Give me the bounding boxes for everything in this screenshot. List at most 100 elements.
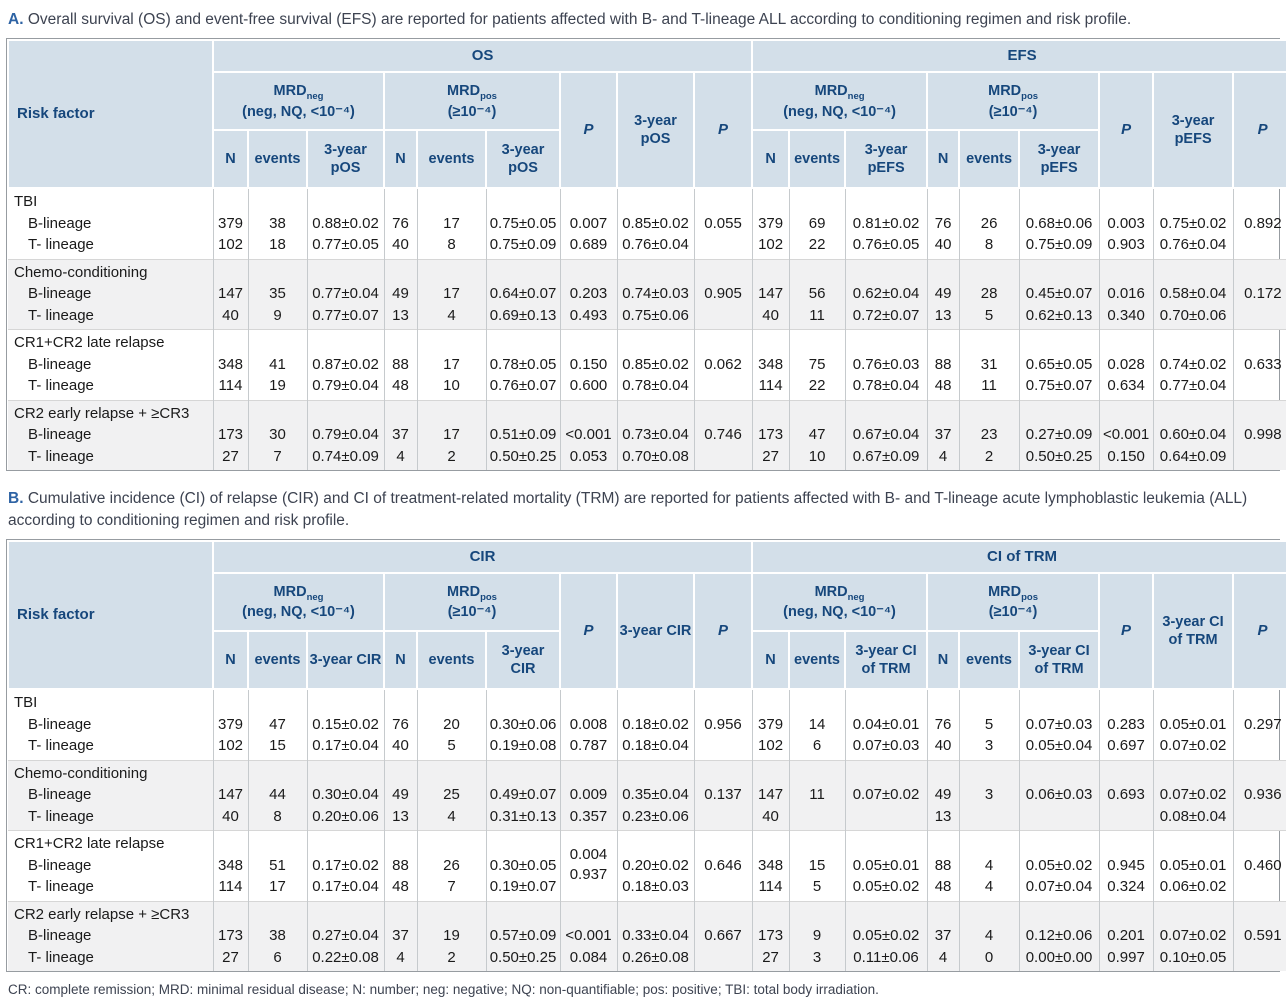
data-cell: 35 9 — [247, 258, 307, 330]
data-cell: 76 40 — [383, 688, 417, 761]
efs-neg-n-header: N — [751, 129, 791, 190]
data-cell: 88 48 — [926, 329, 960, 401]
os-overall-header: 3-year pOS — [616, 71, 695, 190]
risk-group-row: CR2 early relapse + ≥CR3 B-lineage T- line… — [8, 900, 1286, 972]
data-cell: 56 11 — [788, 258, 846, 330]
data-cell: 0.009 0.357 — [559, 759, 617, 831]
data-cell: 0.85±0.02 0.76±0.04 — [616, 187, 694, 260]
data-cell: 348 114 — [751, 830, 790, 902]
data-cell: 0.746 — [693, 399, 753, 471]
data-cell: 0.07±0.02 — [844, 759, 928, 831]
data-cell: 17 10 — [416, 329, 486, 401]
data-cell: 379 102 — [212, 688, 248, 761]
efs-pos-outcome-header: 3-year pEFS — [1018, 129, 1101, 190]
data-cell: 379 102 — [751, 688, 790, 761]
risk-factor-cell: CR1+CR2 late relapse B-lineage T- lineage — [8, 830, 213, 902]
data-cell: 3 — [958, 759, 1020, 831]
os-neg-events-header: events — [247, 129, 308, 190]
data-cell: 0.04±0.01 0.07±0.03 — [844, 688, 928, 761]
risk-factor-header: Risk factor — [7, 39, 214, 190]
abbreviations-footnote: CR: complete remission; MRD: minimal res… — [8, 982, 879, 998]
efs-overall-header: 3-year pEFS — [1152, 71, 1235, 190]
data-cell: 44 8 — [247, 759, 307, 831]
data-cell: 0.74±0.02 0.77±0.04 — [1152, 329, 1234, 401]
data-cell: 348 114 — [751, 329, 790, 401]
os-pos-n-header: N — [383, 129, 418, 190]
data-cell: 0.75±0.02 0.76±0.04 — [1152, 187, 1234, 260]
os-neg-outcome-header: 3-year pOS — [306, 129, 385, 190]
data-cell: 0.67±0.04 0.67±0.09 — [844, 399, 928, 471]
cir-neg-outcome-header: 3-year CIR — [306, 630, 385, 691]
data-cell: 0.137 — [693, 759, 753, 831]
data-cell: 0.79±0.04 0.74±0.09 — [306, 399, 384, 471]
data-cell: 49 13 — [383, 759, 417, 831]
risk-factor-cell: TBI B-lineage T- lineage — [8, 688, 213, 761]
data-cell: 0.65±0.05 0.75±0.07 — [1018, 329, 1100, 401]
data-cell: <0.001 0.053 — [559, 399, 617, 471]
data-cell: 0.016 0.340 — [1098, 258, 1154, 330]
data-cell: 38 18 — [247, 187, 307, 260]
citrm-overall-header: 3-year CI of TRM — [1152, 572, 1235, 691]
table-a-os-efs: Risk factor OS EFS MRDneg (neg, NQ, <10⁻⁴… — [7, 39, 1286, 471]
data-cell: 41 19 — [247, 329, 307, 401]
data-cell: 0.646 — [693, 830, 753, 902]
data-cell: 19 2 — [416, 900, 486, 972]
risk-factor-cell: Chemo-conditioning B-lineage T- lineage — [8, 258, 213, 330]
data-cell: 88 48 — [926, 830, 960, 902]
data-cell: 173 27 — [751, 900, 790, 972]
data-cell: 0.75±0.05 0.75±0.09 — [485, 187, 560, 260]
citrm-mrd-neg-header: MRDneg (neg, NQ, <10⁻⁴) — [751, 572, 929, 633]
efs-pos-events-header: events — [958, 129, 1021, 190]
os-mrd-neg-header: MRDneg (neg, NQ, <10⁻⁴) — [212, 71, 385, 132]
data-cell: 0.57±0.09 0.50±0.25 — [485, 900, 560, 972]
data-cell: 15 5 — [788, 830, 846, 902]
data-cell: 0.87±0.02 0.79±0.04 — [306, 329, 384, 401]
data-cell: 76 40 — [926, 187, 960, 260]
table-b-cir-trm: Risk factor CIR CI of TRM MRDneg (neg, NQ… — [7, 540, 1286, 972]
data-cell: 0.73±0.04 0.70±0.08 — [616, 399, 694, 471]
risk-factor-cell: CR2 early relapse + ≥CR3 B-lineage T- line… — [8, 399, 213, 471]
efs-pos-n-header: N — [926, 129, 961, 190]
data-cell: 17 8 — [416, 187, 486, 260]
risk-group-row: Chemo-conditioning B-lineage T- lineage 14… — [8, 258, 1286, 330]
data-cell: 0.905 — [693, 258, 753, 330]
efs-p2-header: P — [1232, 71, 1286, 190]
data-cell: 37 4 — [926, 399, 960, 471]
citrm-mrd-pos-header: MRDpos (≥10⁻⁴) — [926, 572, 1101, 633]
data-cell: 0.35±0.04 0.23±0.06 — [616, 759, 694, 831]
data-cell: 147 40 — [212, 258, 248, 330]
data-cell: <0.001 0.150 — [1098, 399, 1154, 471]
data-cell: 88 48 — [383, 329, 417, 401]
data-cell: 0.062 — [693, 329, 753, 401]
data-cell: 379 102 — [751, 187, 790, 260]
risk-factor-cell: CR1+CR2 late relapse B-lineage T- lineage — [8, 329, 213, 401]
data-cell: 49 13 — [383, 258, 417, 330]
risk-group-row: CR1+CR2 late relapse B-lineage T- lineage … — [8, 830, 1286, 902]
os-neg-n-header: N — [212, 129, 249, 190]
data-cell: 0.283 0.697 — [1098, 688, 1154, 761]
data-cell: 0.85±0.02 0.78±0.04 — [616, 329, 694, 401]
risk-group-row: Chemo-conditioning B-lineage T- lineage 14… — [8, 759, 1286, 831]
cir-mrd-neg-header: MRDneg (neg, NQ, <10⁻⁴) — [212, 572, 385, 633]
os-mrd-pos-header: MRDpos (≥10⁻⁴) — [383, 71, 561, 132]
data-cell: 0.172 — [1232, 258, 1286, 330]
data-cell: 147 40 — [751, 258, 790, 330]
data-cell: 0.004 0.937 — [559, 830, 617, 902]
data-cell: 0.07±0.02 0.08±0.04 — [1152, 759, 1234, 831]
data-cell: 0.05±0.01 0.07±0.02 — [1152, 688, 1234, 761]
risk-group-row: TBI B-lineage T- lineage 379 102 38 18 0.88±… — [8, 187, 1286, 260]
cir-overall-header: 3-year CIR — [616, 572, 695, 691]
data-cell: 0.028 0.634 — [1098, 329, 1154, 401]
efs-mrd-pos-header: MRDpos (≥10⁻⁴) — [926, 71, 1101, 132]
section-citrm-header: CI of TRM — [751, 540, 1286, 575]
data-cell: 0.998 — [1232, 399, 1286, 471]
data-cell: 0.007 0.689 — [559, 187, 617, 260]
data-cell: <0.001 0.084 — [559, 900, 617, 972]
data-cell: 75 22 — [788, 329, 846, 401]
data-cell: 69 22 — [788, 187, 846, 260]
data-cell: 49 13 — [926, 258, 960, 330]
data-cell: 147 40 — [751, 759, 790, 831]
data-cell: 0.81±0.02 0.76±0.05 — [844, 187, 928, 260]
data-cell: 0.945 0.324 — [1098, 830, 1154, 902]
